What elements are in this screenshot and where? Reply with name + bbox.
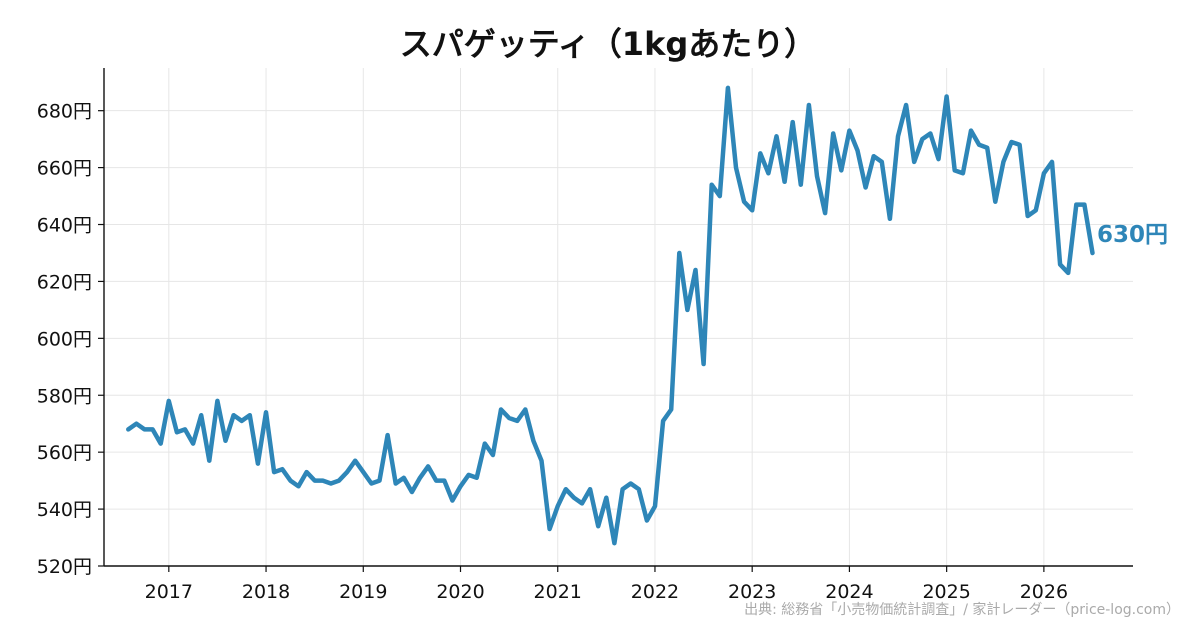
y-tick-label: 520円 bbox=[37, 556, 92, 578]
y-tick-label: 680円 bbox=[37, 101, 92, 123]
y-tick-label: 580円 bbox=[37, 385, 92, 407]
y-tick-label: 560円 bbox=[37, 442, 92, 464]
x-tick-label: 2017 bbox=[145, 581, 193, 603]
x-tick-label: 2020 bbox=[436, 581, 484, 603]
x-tick-label: 2025 bbox=[922, 581, 970, 603]
y-tick-label: 600円 bbox=[37, 328, 92, 350]
x-tick-label: 2023 bbox=[728, 581, 776, 603]
grid bbox=[104, 68, 1133, 567]
y-tick-label: 540円 bbox=[37, 499, 92, 521]
last-value-label: 630円 bbox=[1097, 222, 1168, 248]
x-tick-label: 2019 bbox=[339, 581, 387, 603]
axes: 520円 540円 560円 580円 600円 620円 640円 660円 680円 2017… bbox=[37, 68, 1133, 603]
series-line bbox=[126, 85, 1095, 546]
x-tick-label: 2026 bbox=[1020, 581, 1068, 603]
chart-title: スパゲッティ（1kgあたり） bbox=[400, 25, 817, 63]
y-tick-label: 620円 bbox=[37, 271, 92, 293]
x-tick-label: 2018 bbox=[242, 581, 290, 603]
source-note: 出典: 総務省「小売物価統計調査」/ 家計レーダー（price-log.com） bbox=[744, 601, 1180, 618]
y-tick-label: 660円 bbox=[37, 158, 92, 180]
x-tick-label: 2024 bbox=[825, 581, 873, 603]
y-tick-label: 640円 bbox=[37, 215, 92, 237]
plot-area bbox=[126, 85, 1095, 546]
x-tick-label: 2021 bbox=[534, 581, 582, 603]
x-tick-label: 2022 bbox=[631, 581, 679, 603]
